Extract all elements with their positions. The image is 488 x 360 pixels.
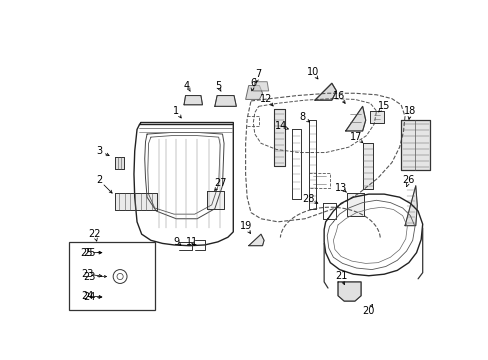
Text: 24: 24 <box>83 292 95 302</box>
Text: 28: 28 <box>302 194 314 204</box>
Text: 2: 2 <box>96 175 102 185</box>
Text: 8: 8 <box>299 112 305 122</box>
Bar <box>68 242 154 310</box>
Polygon shape <box>207 191 224 209</box>
Text: 5: 5 <box>214 81 221 91</box>
Text: 20: 20 <box>362 306 374 316</box>
Text: 23: 23 <box>81 269 93 279</box>
Text: 16: 16 <box>333 91 345 100</box>
Text: 25: 25 <box>83 248 95 258</box>
Polygon shape <box>107 249 121 262</box>
Text: 11: 11 <box>185 237 198 247</box>
Text: 6: 6 <box>250 78 256 88</box>
Polygon shape <box>115 157 123 170</box>
Text: 21: 21 <box>334 271 346 281</box>
Polygon shape <box>337 282 360 301</box>
Polygon shape <box>400 120 429 170</box>
Text: 15: 15 <box>377 101 389 111</box>
Text: 23: 23 <box>83 271 95 282</box>
Text: 24: 24 <box>81 291 93 301</box>
Text: 18: 18 <box>404 106 416 116</box>
Text: 26: 26 <box>402 175 414 185</box>
Polygon shape <box>183 95 202 105</box>
Text: 3: 3 <box>96 146 102 156</box>
Text: 9: 9 <box>173 237 179 247</box>
Text: 17: 17 <box>349 132 362 142</box>
Polygon shape <box>346 193 364 216</box>
Polygon shape <box>253 82 268 91</box>
Polygon shape <box>314 83 336 100</box>
Text: 4: 4 <box>183 81 190 91</box>
Polygon shape <box>362 143 373 189</box>
Text: 12: 12 <box>260 94 272 104</box>
Text: 13: 13 <box>334 183 346 193</box>
Polygon shape <box>404 186 416 226</box>
Text: 19: 19 <box>239 221 251 231</box>
Text: 14: 14 <box>274 121 286 131</box>
Polygon shape <box>248 234 264 246</box>
Text: 27: 27 <box>214 178 226 188</box>
Polygon shape <box>274 109 285 166</box>
Text: 7: 7 <box>254 69 261 79</box>
Polygon shape <box>345 106 365 131</box>
Text: 1: 1 <box>173 106 179 116</box>
Polygon shape <box>214 95 236 106</box>
Text: 25: 25 <box>81 248 93 258</box>
Text: 10: 10 <box>306 67 318 77</box>
Polygon shape <box>115 193 157 210</box>
Polygon shape <box>369 111 384 123</box>
Text: 22: 22 <box>88 229 101 239</box>
Polygon shape <box>245 86 262 99</box>
